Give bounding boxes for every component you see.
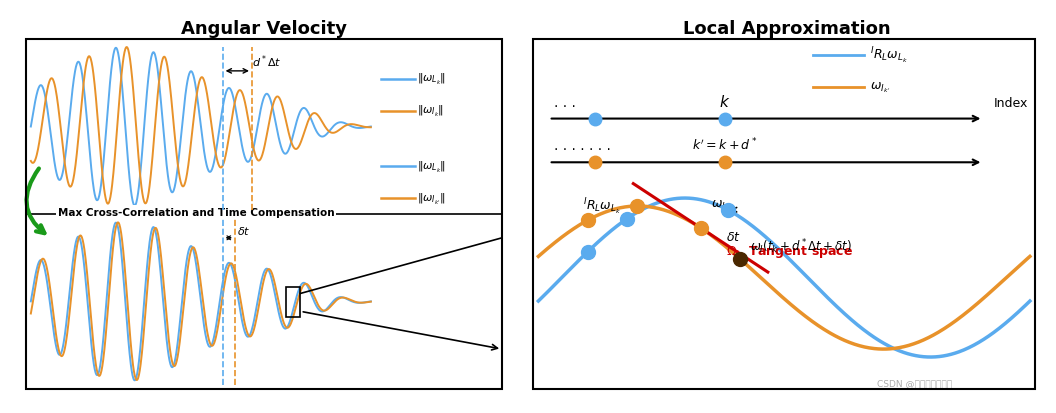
- Text: Max Cross-Correlation and Time Compensation: Max Cross-Correlation and Time Compensat…: [58, 207, 335, 217]
- Text: $^IR_L\omega_{L_k}$: $^IR_L\omega_{L_k}$: [869, 46, 907, 66]
- Bar: [26, 40, 502, 389]
- Text: $\Omega_{I_{k'}}$ Tangent space: $\Omega_{I_{k'}}$ Tangent space: [727, 244, 853, 261]
- Text: $k'=k+d^*$: $k'=k+d^*$: [692, 136, 757, 153]
- Text: $\delta t$: $\delta t$: [238, 224, 250, 236]
- Text: . . . . . . .: . . . . . . .: [553, 139, 610, 153]
- Text: $\|\omega_{L_k}\|$: $\|\omega_{L_k}\|$: [417, 72, 446, 87]
- Text: $\delta t$: $\delta t$: [727, 230, 741, 243]
- Text: $\|\omega_{I_{k'}}\|$: $\|\omega_{I_{k'}}\|$: [417, 191, 446, 206]
- Text: Local Approximation: Local Approximation: [683, 20, 890, 38]
- Text: $^IR_L\omega_{L_k}$: $^IR_L\omega_{L_k}$: [583, 196, 621, 216]
- Bar: [533, 40, 1035, 389]
- Bar: [286, 288, 301, 318]
- Text: $\omega_{I_{k'}}$: $\omega_{I_{k'}}$: [711, 198, 731, 212]
- Text: $d^*\Delta t$: $d^*\Delta t$: [252, 53, 281, 70]
- Text: $\omega_I(t_k+d^*\Delta t+\delta t)$: $\omega_I(t_k+d^*\Delta t+\delta t)$: [750, 237, 852, 255]
- Text: CSDN @威士忌燕麦拿铁: CSDN @威士忌燕麦拿铁: [878, 378, 953, 387]
- Text: Index: Index: [994, 96, 1029, 109]
- Text: $k$: $k$: [719, 93, 731, 109]
- Text: $\omega_{I_{k'}}$: $\omega_{I_{k'}}$: [869, 80, 890, 95]
- Text: . . .: . . .: [553, 95, 576, 109]
- Text: $\|\omega_{I_k}\|$: $\|\omega_{I_k}\|$: [417, 104, 444, 119]
- Text: $\|\omega_{L_k}\|$: $\|\omega_{L_k}\|$: [417, 159, 446, 174]
- Text: Angular Velocity: Angular Velocity: [181, 20, 347, 38]
